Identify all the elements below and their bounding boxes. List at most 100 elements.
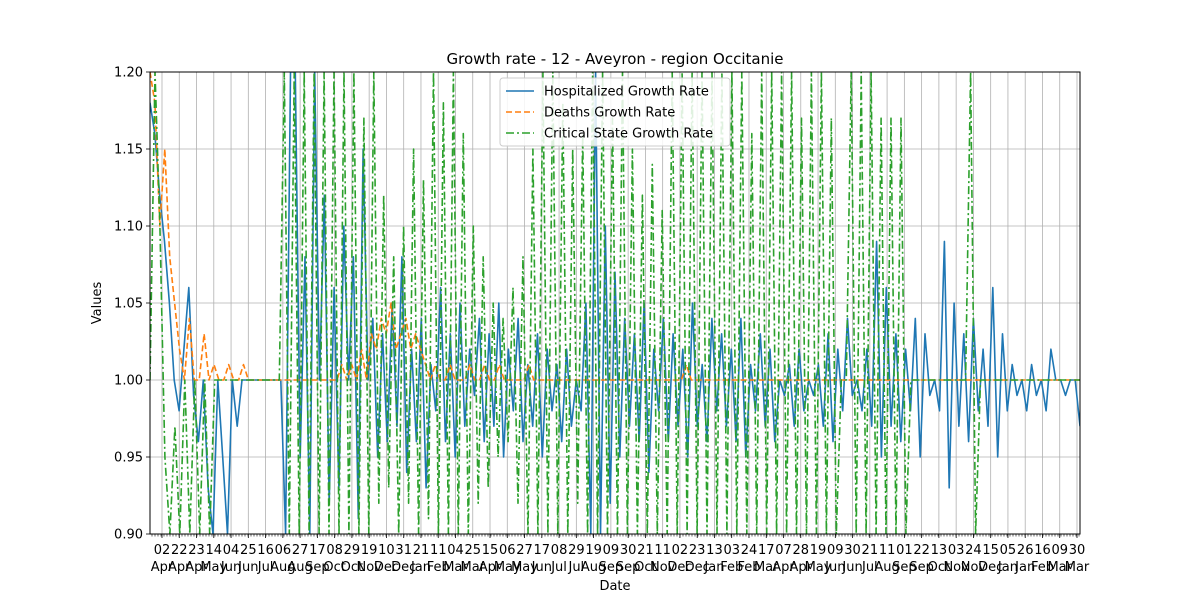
x-tick-month-label: Oct <box>928 560 950 575</box>
x-tick-day-label: 15 <box>982 543 999 558</box>
x-tick-day-label: 13 <box>706 543 723 558</box>
x-tick-day-label: 29 <box>568 543 585 558</box>
x-tick-day-label: 17 <box>758 543 775 558</box>
x-tick-month-label: Jan <box>703 560 724 575</box>
x-tick-day-label: 03 <box>723 543 740 558</box>
x-tick-month-label: Nov <box>961 560 987 575</box>
x-tick-month-label: Mar <box>1065 560 1090 575</box>
series-lines <box>150 72 1080 534</box>
x-tick-month-label: Mar <box>1047 560 1072 575</box>
x-tick-month-label: Nov <box>943 560 969 575</box>
x-tick-month-label: Aug <box>270 560 295 575</box>
y-tick-label: 1.05 <box>114 297 143 312</box>
x-tick-month-label: Jun <box>220 560 241 575</box>
x-tick-day-label: 04 <box>447 543 464 558</box>
x-tick-month-label: Jun <box>237 560 258 575</box>
y-axis-ticks: 0.90 0.95 1.00 1.05 1.10 1.15 1.20 <box>114 66 150 543</box>
x-tick-day-label: 22 <box>913 543 930 558</box>
series-line <box>150 72 1080 534</box>
x-tick-month-label: Feb <box>427 560 450 575</box>
x-tick-month-label: Apr <box>185 560 208 575</box>
x-tick-day-label: 21 <box>637 543 654 558</box>
x-tick-month-label: May <box>805 560 832 575</box>
x-tick-day-label: 27 <box>292 543 309 558</box>
y-tick-label: 1.00 <box>114 374 143 389</box>
x-tick-day-label: 14 <box>206 543 223 558</box>
x-tick-day-label: 08 <box>326 543 343 558</box>
x-tick-month-label: Jul <box>257 560 274 575</box>
x-tick-day-label: 06 <box>275 543 292 558</box>
x-tick-day-label: 02 <box>672 543 689 558</box>
x-tick-day-label: 30 <box>844 543 861 558</box>
x-tick-day-label: 08 <box>551 543 568 558</box>
x-tick-month-label: Jan <box>1014 560 1035 575</box>
x-tick-day-label: 11 <box>430 543 447 558</box>
x-axis-ticks: 02Apr22Apr23Apr14May04Jun25Jun16Jul06Aug… <box>151 534 1090 575</box>
x-tick-day-label: 30 <box>1069 543 1086 558</box>
x-tick-month-label: Jul <box>861 560 878 575</box>
x-tick-day-label: 19 <box>361 543 378 558</box>
x-tick-month-label: Apr <box>790 560 813 575</box>
x-tick-day-label: 05 <box>1000 543 1017 558</box>
y-tick-label: 0.95 <box>114 451 143 466</box>
legend-label: Deaths Growth Rate <box>544 106 675 121</box>
x-tick-day-label: 07 <box>775 543 792 558</box>
x-tick-month-label: Dec <box>685 560 710 575</box>
x-tick-day-label: 03 <box>948 543 965 558</box>
x-tick-month-label: Jul <box>550 560 567 575</box>
x-tick-day-label: 17 <box>534 543 551 558</box>
x-tick-day-label: 23 <box>689 543 706 558</box>
x-tick-day-label: 09 <box>603 543 620 558</box>
x-tick-day-label: 11 <box>654 543 671 558</box>
x-tick-day-label: 25 <box>240 543 257 558</box>
x-tick-day-label: 02 <box>154 543 171 558</box>
x-tick-day-label: 21 <box>413 543 430 558</box>
x-tick-month-label: Aug <box>287 560 312 575</box>
x-tick-month-label: Oct <box>341 560 363 575</box>
x-tick-month-label: Nov <box>356 560 382 575</box>
x-tick-month-label: Feb <box>737 560 760 575</box>
y-tick-label: 1.15 <box>114 143 143 158</box>
legend-box <box>499 77 731 147</box>
x-tick-month-label: Sep <box>616 560 641 575</box>
x-tick-month-label: Sep <box>909 560 934 575</box>
x-tick-month-label: Feb <box>720 560 743 575</box>
x-tick-month-label: Dec <box>667 560 692 575</box>
x-tick-day-label: 27 <box>516 543 533 558</box>
x-tick-day-label: 10 <box>378 543 395 558</box>
x-tick-month-label: Dec <box>978 560 1003 575</box>
x-tick-month-label: Apr <box>772 560 795 575</box>
x-tick-day-label: 24 <box>965 543 982 558</box>
x-tick-day-label: 22 <box>171 543 188 558</box>
x-tick-day-label: 09 <box>827 543 844 558</box>
x-tick-month-label: Oct <box>634 560 656 575</box>
x-tick-month-label: Oct <box>323 560 345 575</box>
x-tick-day-label: 23 <box>188 543 205 558</box>
x-tick-day-label: 09 <box>1051 543 1068 558</box>
x-tick-month-label: Aug <box>581 560 606 575</box>
y-tick-label: 1.10 <box>114 220 143 235</box>
x-tick-month-label: Sep <box>305 560 330 575</box>
y-axis-label: Values <box>90 282 105 325</box>
x-tick-day-label: 26 <box>1017 543 1034 558</box>
y-tick-label: 0.90 <box>114 528 143 543</box>
x-tick-day-label: 19 <box>585 543 602 558</box>
x-tick-month-label: Feb <box>1031 560 1054 575</box>
x-tick-month-label: Sep <box>892 560 917 575</box>
x-tick-day-label: 15 <box>482 543 499 558</box>
x-tick-month-label: Dec <box>391 560 416 575</box>
x-tick-month-label: May <box>511 560 538 575</box>
x-tick-day-label: 25 <box>464 543 481 558</box>
chart-title: Growth rate - 12 - Aveyron - region Occi… <box>446 50 783 68</box>
x-tick-month-label: Jan <box>410 560 431 575</box>
x-tick-day-label: 31 <box>395 543 412 558</box>
x-tick-month-label: Nov <box>650 560 676 575</box>
x-tick-month-label: Aug <box>874 560 899 575</box>
x-tick-day-label: 16 <box>1034 543 1051 558</box>
x-tick-month-label: Apr <box>479 560 502 575</box>
x-tick-day-label: 06 <box>499 543 516 558</box>
x-tick-month-label: Sep <box>599 560 624 575</box>
x-tick-day-label: 01 <box>896 543 913 558</box>
x-tick-day-label: 11 <box>879 543 896 558</box>
x-tick-day-label: 29 <box>344 543 361 558</box>
